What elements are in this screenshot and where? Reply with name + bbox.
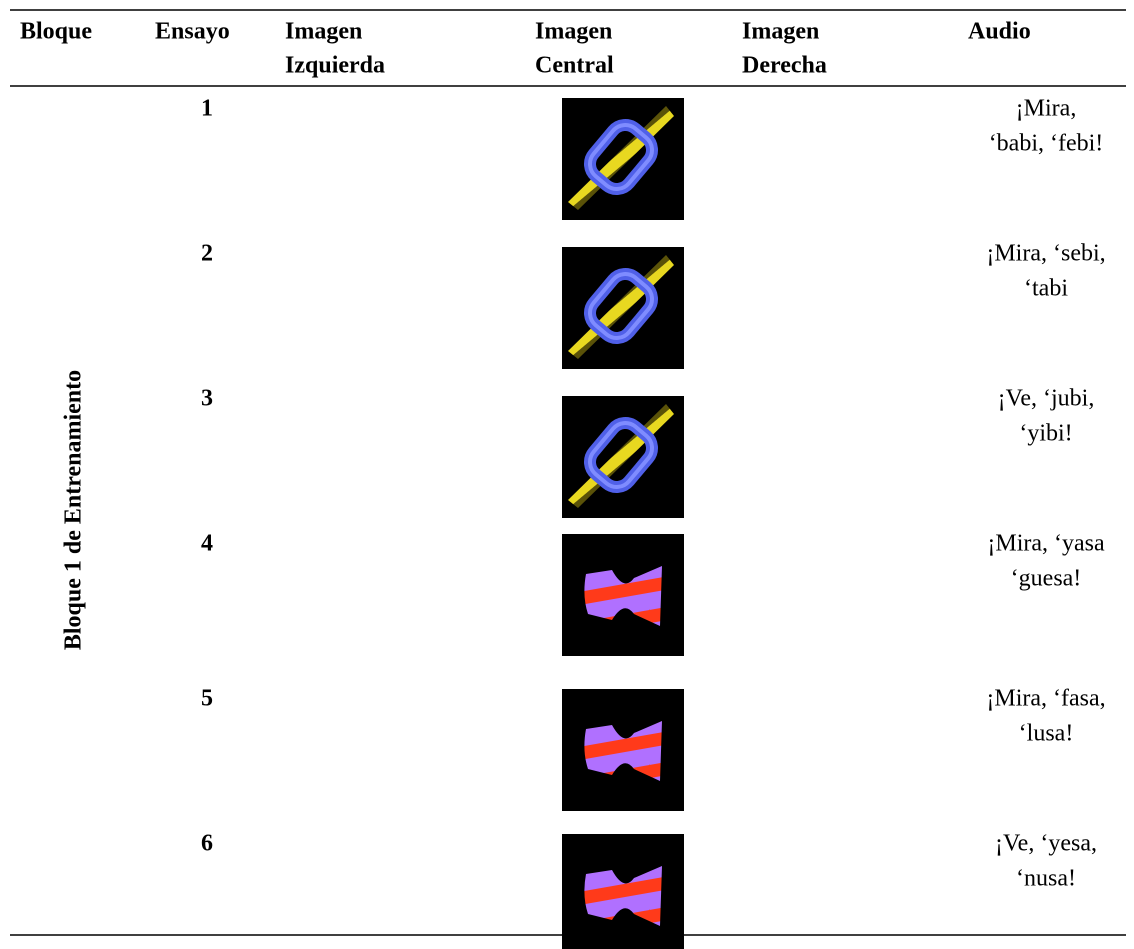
trial-number: 4 <box>201 531 213 557</box>
stimulus-image <box>562 534 684 656</box>
stimulus-image <box>562 98 684 220</box>
audio-text: ‘yibi! <box>1019 421 1072 447</box>
column-header: Central <box>535 53 614 79</box>
trial-number: 3 <box>201 386 213 412</box>
audio-text: ‘lusa! <box>1019 721 1074 747</box>
audio-text: ¡Mira, ‘sebi, <box>986 241 1105 267</box>
audio-text: ‘babi, ‘febi! <box>989 131 1104 157</box>
trial-number: 5 <box>201 686 213 712</box>
stimulus-image <box>562 247 684 369</box>
trial-number: 1 <box>201 96 213 122</box>
column-header: Derecha <box>742 53 827 79</box>
audio-text: ¡Ve, ‘yesa, <box>995 831 1097 857</box>
stimulus-image <box>562 689 684 811</box>
stimulus-image <box>562 834 684 949</box>
audio-text: ¡Ve, ‘jubi, <box>998 386 1095 412</box>
column-header: Izquierda <box>285 53 385 79</box>
trial-number: 6 <box>201 831 213 857</box>
trial-number: 2 <box>201 241 213 267</box>
column-header: Audio <box>968 19 1031 45</box>
column-header: Ensayo <box>155 19 230 45</box>
column-header: Imagen <box>535 19 612 45</box>
audio-text: ‘nusa! <box>1016 866 1076 892</box>
column-header: Bloque <box>20 19 92 45</box>
audio-text: ¡Mira, ‘yasa <box>987 531 1105 557</box>
audio-text: ¡Mira, ‘fasa, <box>986 686 1105 712</box>
audio-text: ‘guesa! <box>1011 566 1082 592</box>
document-table: Bloque 1 de Entrenamiento Bloque Ensayo Im… <box>0 0 1134 949</box>
audio-text: ‘tabi <box>1024 276 1068 302</box>
block-label: Bloque 1 de Entrenamiento <box>61 370 87 650</box>
stimulus-image <box>562 396 684 518</box>
audio-text: ¡Mira, <box>1016 96 1077 122</box>
column-header: Imagen <box>285 19 362 45</box>
column-header: Imagen <box>742 19 819 45</box>
